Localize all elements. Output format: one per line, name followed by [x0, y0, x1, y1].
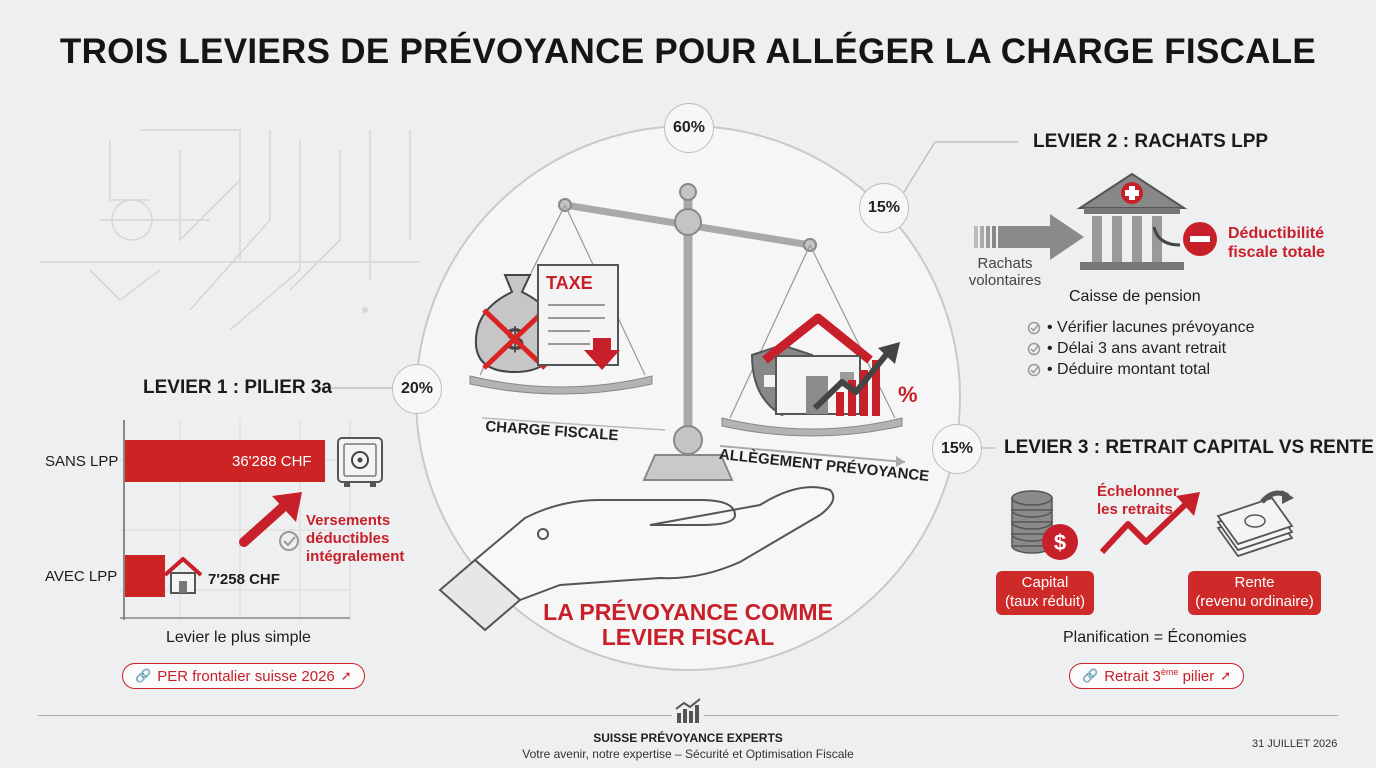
safe-icon	[337, 437, 383, 487]
note-line-1: Versements	[306, 512, 391, 529]
levier3-link-label: Retrait 3ème pilier	[1104, 667, 1214, 685]
growth-chart-icon	[812, 342, 900, 416]
footer-chart-icon	[672, 698, 704, 725]
pct-badge-right-bottom: 15%	[932, 424, 982, 474]
background-line-art	[40, 129, 420, 331]
echelonner-line-2: les retraits	[1097, 501, 1173, 518]
capital-box: Capital (taux réduit)	[996, 571, 1094, 615]
levier3-heading: LEVIER 3 : RETRAIT CAPITAL VS RENTE	[1004, 437, 1374, 458]
link-prefix: Retrait 3	[1104, 668, 1161, 685]
pct-badge-left: 20%	[392, 364, 442, 414]
page-title: TROIS LEVIERS DE PRÉVOYANCE POUR ALLÉGER…	[59, 32, 1317, 71]
tax-document-icon	[537, 264, 620, 370]
zigzag-arrow-icon	[1099, 492, 1200, 555]
deduct-line-2: fiscale totale	[1228, 244, 1325, 261]
checklist-text: • Vérifier lacunes prévoyance	[1047, 319, 1255, 336]
bar-value-sans-lpp: 36'288 CHF	[232, 453, 312, 470]
note-line-3: intégralement	[306, 548, 405, 565]
link-icon: 🔗	[135, 668, 152, 683]
levier3-caption: Planification = Économies	[1063, 629, 1247, 646]
cash-stack-icon	[1216, 490, 1294, 558]
pension-building-icon	[1076, 172, 1188, 270]
echelonner-label: Échelonner les retraits	[1097, 483, 1179, 519]
checklist-item: • Déduire montant total	[1027, 361, 1210, 379]
minus-badge-icon	[1152, 222, 1217, 256]
levier3-link[interactable]: 🔗 Retrait 3ème pilier ➚	[1069, 663, 1245, 689]
footer-tagline: Votre avenir, notre expertise – Sécurité…	[522, 747, 854, 761]
bar-avec-lpp	[125, 555, 166, 597]
rachats-line-2: volontaires	[968, 272, 1042, 289]
percent-symbol: %	[898, 382, 918, 407]
link-sup: ème	[1160, 667, 1179, 677]
checklist-item: • Délai 3 ans avant retrait	[1027, 340, 1226, 358]
tax-label: TAXE	[546, 273, 593, 293]
pct-badge-right-top: 15%	[859, 183, 909, 233]
levier1-heading: LEVIER 1 : PILIER 3a	[143, 377, 332, 398]
capital-line-1: Capital	[1021, 574, 1069, 591]
levier1-caption: Levier le plus simple	[166, 629, 311, 646]
tagline-line-2: LEVIER FISCAL	[601, 624, 775, 650]
footer-date: 31 JUILLET 2026	[1252, 738, 1338, 750]
footer-brand: SUISSE PRÉVOYANCE EXPERTS	[593, 731, 783, 745]
rachats-label: Rachats volontaires	[964, 255, 1046, 289]
center-tagline: LA PRÉVOYANCE COMME LEVIER FISCAL	[520, 600, 856, 650]
deduct-line-1: Déductibilité	[1228, 225, 1325, 242]
levier2-heading: LEVIER 2 : RACHATS LPP	[1033, 131, 1269, 152]
deductibilite-label: Déductibilité fiscale totale	[1228, 224, 1325, 262]
pct-badge-top: 60%	[664, 103, 714, 153]
svg-text:$: $	[1054, 530, 1066, 555]
growth-arrow-icon	[239, 492, 302, 547]
note-line-2: déductibles	[306, 530, 390, 547]
check-icon	[1027, 363, 1041, 377]
link-icon: 🔗	[1082, 668, 1099, 683]
check-icon	[1027, 321, 1041, 335]
house-small-icon	[163, 557, 203, 594]
echelonner-line-1: Échelonner	[1097, 483, 1179, 500]
bar-sans-lpp	[125, 440, 325, 482]
checklist-text: • Déduire montant total	[1047, 361, 1211, 378]
checklist-text: • Délai 3 ans avant retrait	[1047, 340, 1227, 357]
coins-stack-icon: $	[1011, 490, 1078, 560]
bar-label-avec-lpp: AVEC LPP	[45, 568, 118, 585]
check-circle-icon	[279, 531, 299, 551]
levier1-note: Versements déductibles intégralement	[306, 512, 404, 566]
levier1-link-label: PER frontalier suisse 2026	[157, 667, 335, 685]
rachats-arrow-icon	[974, 214, 1084, 260]
checklist-item: • Vérifier lacunes prévoyance	[1027, 319, 1254, 337]
caisse-label: Caisse de pension	[1069, 288, 1201, 305]
link-suffix: pilier	[1178, 668, 1215, 685]
cursor-click-icon: ➚	[1220, 668, 1232, 683]
open-hand-icon	[438, 486, 835, 632]
rente-line-2: (revenu ordinaire)	[1195, 593, 1314, 610]
rachats-line-1: Rachats	[977, 255, 1033, 272]
tagline-line-1: LA PRÉVOYANCE COMME	[543, 599, 833, 625]
bar-value-avec-lpp: 7'258 CHF	[208, 571, 280, 588]
levier1-link[interactable]: 🔗 PER frontalier suisse 2026 ➚	[122, 663, 365, 689]
bar-label-sans-lpp: SANS LPP	[45, 453, 119, 470]
rente-line-1: Rente	[1234, 574, 1275, 591]
rente-box: Rente (revenu ordinaire)	[1188, 571, 1321, 615]
check-icon	[1027, 342, 1041, 356]
cursor-click-icon: ➚	[340, 668, 352, 683]
capital-line-2: (taux réduit)	[1004, 593, 1086, 610]
